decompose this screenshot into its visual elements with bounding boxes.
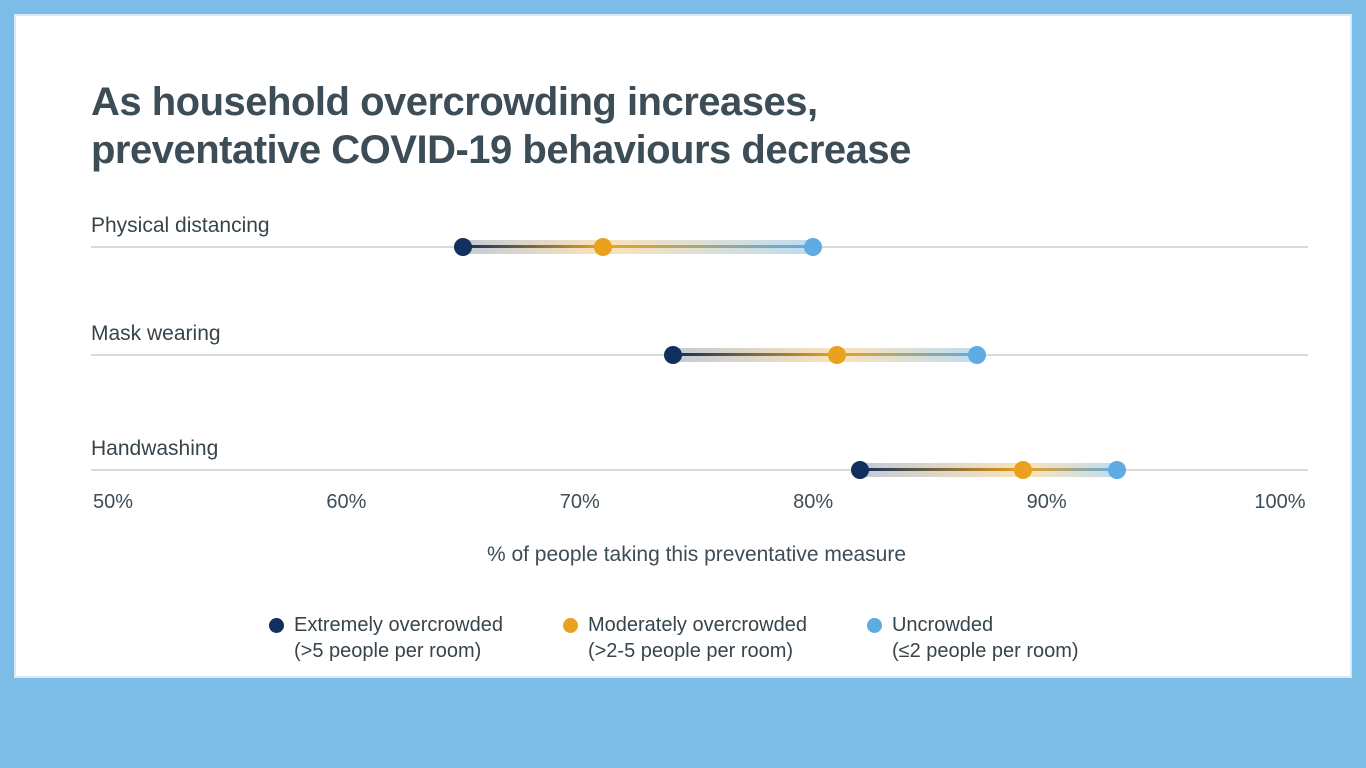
legend-label-line2: (>5 people per room) (294, 640, 482, 662)
legend-label-line1: Uncrowded (891, 614, 994, 636)
category-label: Handwashing (91, 437, 219, 460)
legend-item-extremely-overcrowded: Extremely overcrowded (>5 people per room… (269, 612, 503, 664)
dot-uncrowded (1107, 461, 1126, 479)
dot-extremely-overcrowded (454, 238, 473, 256)
title-line-1: As household overcrowding increases, (91, 80, 818, 124)
category-label: Physical distancing (91, 214, 270, 237)
dot-uncrowded (967, 346, 986, 364)
x-axis-label: % of people taking this preventative mea… (486, 543, 907, 566)
dot-uncrowded (804, 238, 823, 256)
dot-moderately-overcrowded (827, 346, 846, 364)
legend-label-line1: Extremely overcrowded (294, 614, 503, 636)
x-tick-label: 50% (92, 491, 134, 513)
x-tick-label: 60% (326, 491, 367, 513)
legend-dot-icon (866, 618, 882, 633)
legend-label: Uncrowded (≤2 people per room) (892, 612, 1079, 664)
dot-extremely-overcrowded (664, 346, 683, 364)
x-tick-label: 70% (559, 491, 600, 513)
page-title: As household overcrowding increases, pre… (91, 78, 1191, 174)
legend-label: Moderately overcrowded (>2-5 people per r… (588, 612, 807, 664)
dot-moderately-overcrowded (1014, 461, 1033, 479)
chart-card: As household overcrowding increases, pre… (14, 14, 1352, 678)
category-label: Mask wearing (91, 322, 221, 345)
dot-extremely-overcrowded (850, 461, 869, 479)
footer-band: World Health Organization (0, 678, 1366, 768)
x-tick-label: 100% (1254, 491, 1306, 513)
dot-moderately-overcrowded (594, 238, 613, 256)
x-tick-label: 90% (1026, 491, 1067, 513)
legend-label-line2: (>2-5 people per room) (587, 640, 794, 662)
legend-dot-icon (269, 618, 284, 633)
legend-label-line1: Moderately overcrowded (587, 614, 807, 636)
legend-label-line2: (≤2 people per room) (891, 640, 1079, 662)
legend-dot-icon (562, 618, 578, 633)
legend-label: Extremely overcrowded (>5 people per room… (294, 612, 503, 664)
connector-line (673, 353, 977, 356)
connector-line (463, 245, 814, 248)
legend-item-uncrowded: Uncrowded (≤2 people per room) (866, 612, 1079, 664)
chart-legend: Extremely overcrowded (>5 people per room… (269, 612, 1079, 664)
x-tick-label: 80% (793, 491, 834, 513)
connector-line (859, 468, 1117, 471)
title-line-2: preventative COVID-19 behaviours decreas… (91, 128, 911, 172)
legend-item-moderately-overcrowded: Moderately overcrowded (>2-5 people per r… (562, 612, 807, 664)
row-baseline (91, 469, 1308, 471)
